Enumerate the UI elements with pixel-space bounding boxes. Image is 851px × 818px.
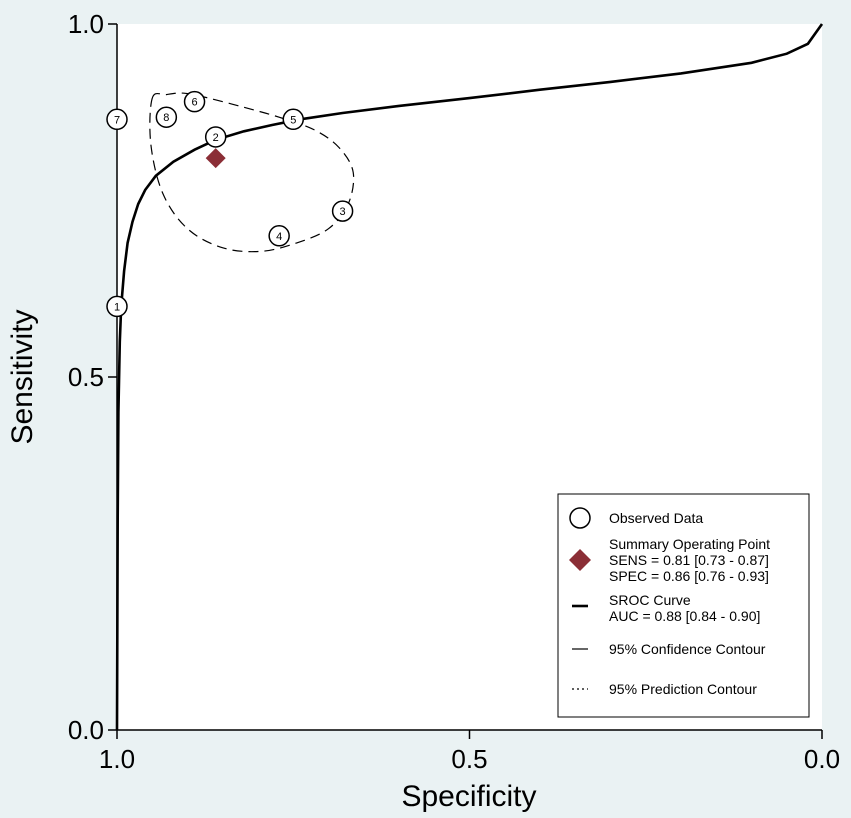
x-tick-label: 0.5 <box>451 744 487 774</box>
observed-point-label: 8 <box>163 112 169 124</box>
y-tick-label: 1.0 <box>68 9 104 39</box>
y-tick-label: 0.5 <box>68 362 104 392</box>
legend-summary-icon <box>569 549 591 571</box>
legend-sroc-title: SROC Curve <box>609 592 691 608</box>
legend-spec: SPEC = 0.86 [0.76 - 0.93] <box>609 568 769 584</box>
observed-point-marker <box>331 200 354 222</box>
confidence-contour <box>149 92 355 253</box>
observed-point-marker <box>268 225 290 247</box>
observed-points: 1 2 3 4 5 6 7 8 <box>106 90 354 318</box>
legend: Observed Data Summary Operating Point SE… <box>557 493 810 718</box>
legend-auc: AUC = 0.88 [0.84 - 0.90] <box>609 608 760 624</box>
observed-point-label: 2 <box>213 132 219 144</box>
observed-point-label: 1 <box>114 301 120 313</box>
summary-operating-point <box>205 148 226 169</box>
observed-point-marker <box>106 295 128 318</box>
legend-summary-title: Summary Operating Point <box>609 536 770 552</box>
legend-observed-label: Observed Data <box>609 510 703 526</box>
x-axis-title: Specificity <box>401 780 536 813</box>
observed-point-label: 4 <box>276 231 282 243</box>
observed-point: 4 <box>268 225 290 247</box>
observed-point: 7 <box>106 108 128 131</box>
observed-point-label: 7 <box>114 114 120 126</box>
observed-point-marker <box>183 90 206 113</box>
legend-confidence-label: 95% Confidence Contour <box>609 641 766 657</box>
legend-prediction-label: 95% Prediction Contour <box>609 681 757 697</box>
legend-box <box>557 493 810 718</box>
observed-point: 5 <box>282 108 304 131</box>
observed-point: 1 <box>106 295 128 318</box>
observed-point: 6 <box>183 90 206 113</box>
observed-point: 2 <box>204 126 227 148</box>
x-tick-label: 0.0 <box>804 744 840 774</box>
y-axis-title: Sensitivity <box>6 309 39 444</box>
observed-point-marker <box>106 108 128 131</box>
x-axis-ticks: 1.0 0.5 0.0 <box>99 730 840 774</box>
observed-point-marker <box>155 106 178 128</box>
y-axis-ticks: 0.0 0.5 1.0 <box>68 9 117 745</box>
y-tick-label: 0.0 <box>68 715 104 745</box>
observed-point-label: 3 <box>340 206 346 218</box>
observed-point-marker <box>282 108 304 131</box>
observed-point: 3 <box>331 200 354 222</box>
legend-sens: SENS = 0.81 [0.73 - 0.87] <box>609 552 769 568</box>
observed-point-label: 5 <box>290 114 296 126</box>
observed-point: 8 <box>155 106 178 128</box>
observed-point-label: 6 <box>191 97 197 109</box>
x-tick-label: 1.0 <box>99 744 135 774</box>
legend-observed-icon <box>569 507 591 529</box>
observed-point-marker <box>204 126 227 148</box>
